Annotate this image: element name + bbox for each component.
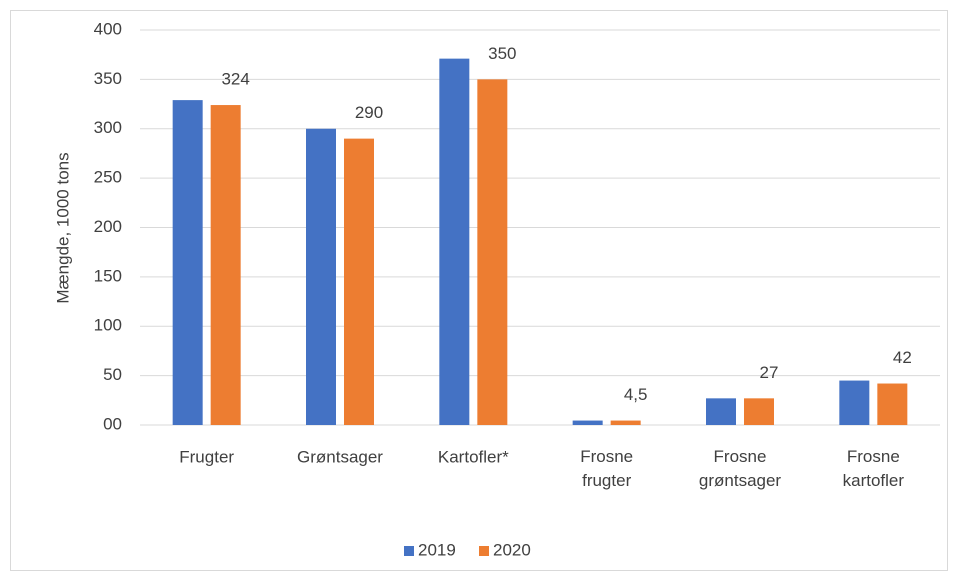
legend-swatch — [479, 546, 489, 556]
bar — [706, 398, 736, 425]
bar — [306, 128, 336, 425]
x-tick-label: Kartofler* — [438, 447, 509, 466]
x-tick-label: Frugter — [179, 447, 234, 466]
bar — [572, 420, 603, 425]
x-tick-label: Grøntsager — [297, 447, 383, 466]
y-tick-label: 100 — [94, 316, 122, 335]
x-tick-label-line: kartofler — [843, 471, 905, 490]
y-tick-label: 400 — [94, 19, 122, 38]
data-label: 290 — [355, 103, 383, 122]
y-tick-label: 300 — [94, 118, 122, 137]
y-tick-label: 250 — [94, 168, 122, 187]
x-tick-label-line: grøntsager — [699, 471, 782, 490]
bar — [172, 100, 203, 426]
y-tick-label: 200 — [94, 217, 122, 236]
bar — [210, 105, 241, 426]
x-tick-label-line: Frosne — [580, 447, 633, 466]
data-label: 350 — [488, 44, 516, 63]
data-label: 324 — [221, 70, 249, 89]
x-tick-label-line: Frosne — [847, 447, 900, 466]
bar — [610, 420, 641, 425]
bar — [344, 138, 374, 425]
bar — [477, 79, 508, 425]
legend-label: 2019 — [418, 540, 456, 559]
data-label: 4,5 — [624, 385, 648, 404]
x-tick-label: Frosne grøntsager — [699, 447, 782, 490]
y-tick-label: 00 — [103, 414, 122, 433]
bar — [877, 383, 908, 425]
data-label: 42 — [893, 348, 912, 367]
x-tick-label: Frosne frugter — [580, 447, 633, 490]
bar — [439, 58, 470, 425]
y-axis-label: Mængde, 1000 tons — [53, 152, 72, 303]
legend-swatch — [404, 546, 414, 556]
y-tick-label: 50 — [103, 365, 122, 384]
y-tick-label: 350 — [94, 69, 122, 88]
x-tick-label-line: frugter — [582, 471, 631, 490]
x-tick-label-line: Frosne — [714, 447, 767, 466]
data-label: 27 — [760, 363, 779, 382]
bar — [839, 380, 870, 425]
bar — [744, 398, 774, 425]
x-tick-label: Frosne kartofler — [843, 447, 905, 490]
y-tick-label: 150 — [94, 266, 122, 285]
legend-label: 2020 — [493, 540, 531, 559]
